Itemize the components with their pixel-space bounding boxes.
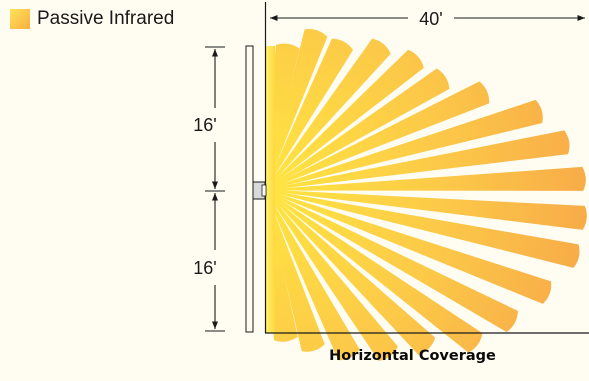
beam-16 — [264, 189, 436, 355]
diagram-caption: Horizontal Coverage — [329, 348, 496, 364]
beam-4 — [264, 38, 391, 191]
beam-8 — [264, 99, 543, 191]
beam-11 — [264, 189, 587, 230]
beam-15 — [264, 189, 483, 353]
beam-fan — [264, 29, 587, 361]
wall-coverage-strip — [266, 46, 275, 333]
legend-swatch-icon — [10, 9, 30, 29]
width-dimension-label: 40' — [419, 9, 442, 29]
beam-7 — [264, 81, 490, 191]
beam-17 — [264, 189, 398, 361]
lower-height-label: 16' — [193, 258, 216, 278]
beam-5 — [264, 49, 424, 191]
beam-13 — [264, 189, 552, 304]
legend-label: Passive Infrared — [37, 8, 175, 29]
beam-14 — [264, 189, 518, 333]
beam-18 — [264, 189, 360, 361]
beam-6 — [264, 68, 450, 191]
beam-12 — [264, 189, 580, 268]
sensor-icon — [252, 181, 267, 200]
beam-19 — [264, 189, 325, 352]
upper-height-label: 16' — [193, 115, 216, 135]
beam-10 — [264, 166, 586, 191]
beam-3 — [264, 38, 354, 191]
caption-container: Horizontal Coverage — [0, 347, 589, 365]
beam-9 — [264, 130, 570, 191]
beam-2 — [264, 29, 328, 191]
legend: Passive Infrared — [10, 8, 174, 30]
wall — [245, 45, 254, 333]
